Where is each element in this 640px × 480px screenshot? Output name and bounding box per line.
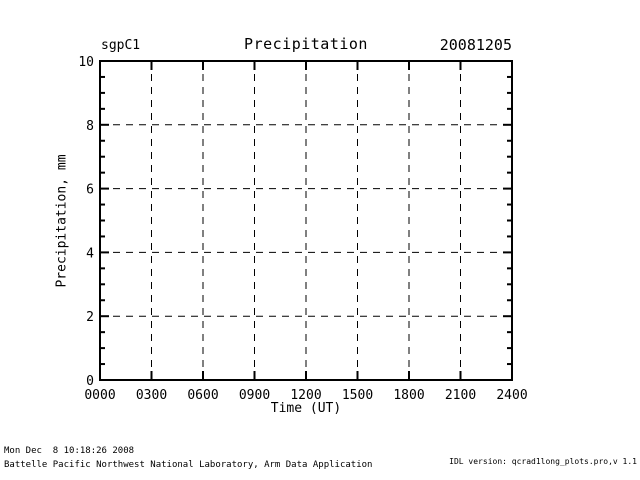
y-tick-label: 0 [86, 374, 94, 389]
x-tick-label: 1500 [342, 388, 373, 403]
organization-label: Battelle Pacific Northwest National Labo… [4, 460, 373, 470]
x-tick-label: 2400 [496, 388, 527, 403]
y-tick-label: 8 [86, 119, 94, 134]
x-tick-label: 0300 [136, 388, 167, 403]
y-axis-title: Precipitation, mm [54, 154, 70, 288]
x-tick-label: 0600 [187, 388, 218, 403]
y-tick-label: 4 [86, 246, 94, 261]
page-title: Precipitation [244, 35, 368, 53]
x-tick-label: 0900 [239, 388, 270, 403]
x-tick-label: 1800 [393, 388, 424, 403]
x-tick-label: 0000 [84, 388, 115, 403]
x-tick-label: 1200 [290, 388, 321, 403]
x-axis-title: Time (UT) [270, 401, 342, 416]
site-label: sgpC1 [101, 38, 141, 53]
x-tick-label: 2100 [445, 388, 476, 403]
plot-axes [99, 60, 513, 381]
y-tick-label: 2 [86, 310, 94, 325]
y-tick-label: 6 [86, 183, 94, 198]
y-tick-label: 10 [78, 55, 94, 70]
idl-version-line: IDL version: qcrad1long_plots.pro,v 1.1 [449, 457, 637, 466]
date-label: 20081205 [439, 36, 512, 54]
timestamp: Mon Dec 8 10:18:26 2008 [4, 446, 135, 456]
version-info-block: IDL version: qcrad1long_plots.pro,v 1.1 … [387, 443, 637, 480]
